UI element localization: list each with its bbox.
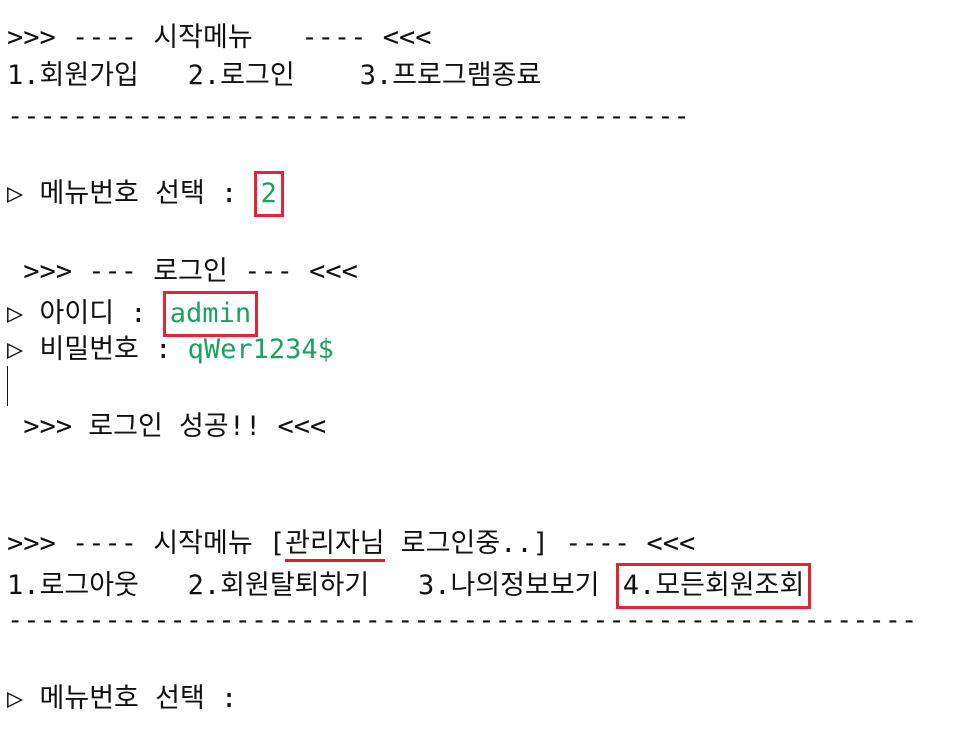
menu-prompt-label-1: ▷ 메뉴번호 선택 : (7, 178, 254, 209)
separator-short: ----------------------------------------… (7, 101, 690, 132)
admin-menu-header-end: 로그인중..] ---- <<< (384, 528, 696, 559)
text-cursor (7, 366, 8, 406)
pw-prompt-line: ▷ 비밀번호 : qWer1234$ (7, 333, 334, 367)
option-view-all-members-highlight: 4.모든회원조회 (615, 563, 812, 609)
admin-menu-header: >>> ---- 시작메뉴 [관리자님 로그인중..] ---- <<< (7, 527, 696, 562)
menu-prompt-line-1: ▷ 메뉴번호 선택 : 2 (7, 171, 284, 217)
id-prompt-line: ▷ 아이디 : admin (7, 291, 259, 337)
menu-prompt-line-2: ▷ 메뉴번호 선택 : (7, 683, 238, 714)
separator-long: ----------------------------------------… (7, 605, 918, 636)
menu-input-highlight-1: 2 (253, 171, 284, 217)
start-menu-options: 1.회원가입 2.로그인 3.프로그램종료 (7, 60, 542, 91)
id-input-highlight: admin (162, 291, 259, 337)
pw-input-value: qWer1234$ (187, 334, 334, 365)
admin-menu-header-start: >>> ---- 시작메뉴 [ (7, 528, 286, 559)
id-prompt-label: ▷ 아이디 : (7, 298, 163, 329)
login-success-message: >>> 로그인 성공!! <<< (7, 411, 327, 442)
start-menu-header: >>> ---- 시작메뉴 ---- <<< (7, 22, 432, 53)
admin-role-underlined: 관리자님 (285, 529, 385, 562)
admin-menu-options: 1.로그아웃 2.회원탈퇴하기 3.나의정보보기 4.모든회원조회 (7, 563, 812, 609)
pw-prompt-label: ▷ 비밀번호 : (7, 334, 188, 365)
admin-menu-options-1-3: 1.로그아웃 2.회원탈퇴하기 3.나의정보보기 (7, 570, 616, 601)
login-header: >>> --- 로그인 --- <<< (7, 256, 358, 287)
